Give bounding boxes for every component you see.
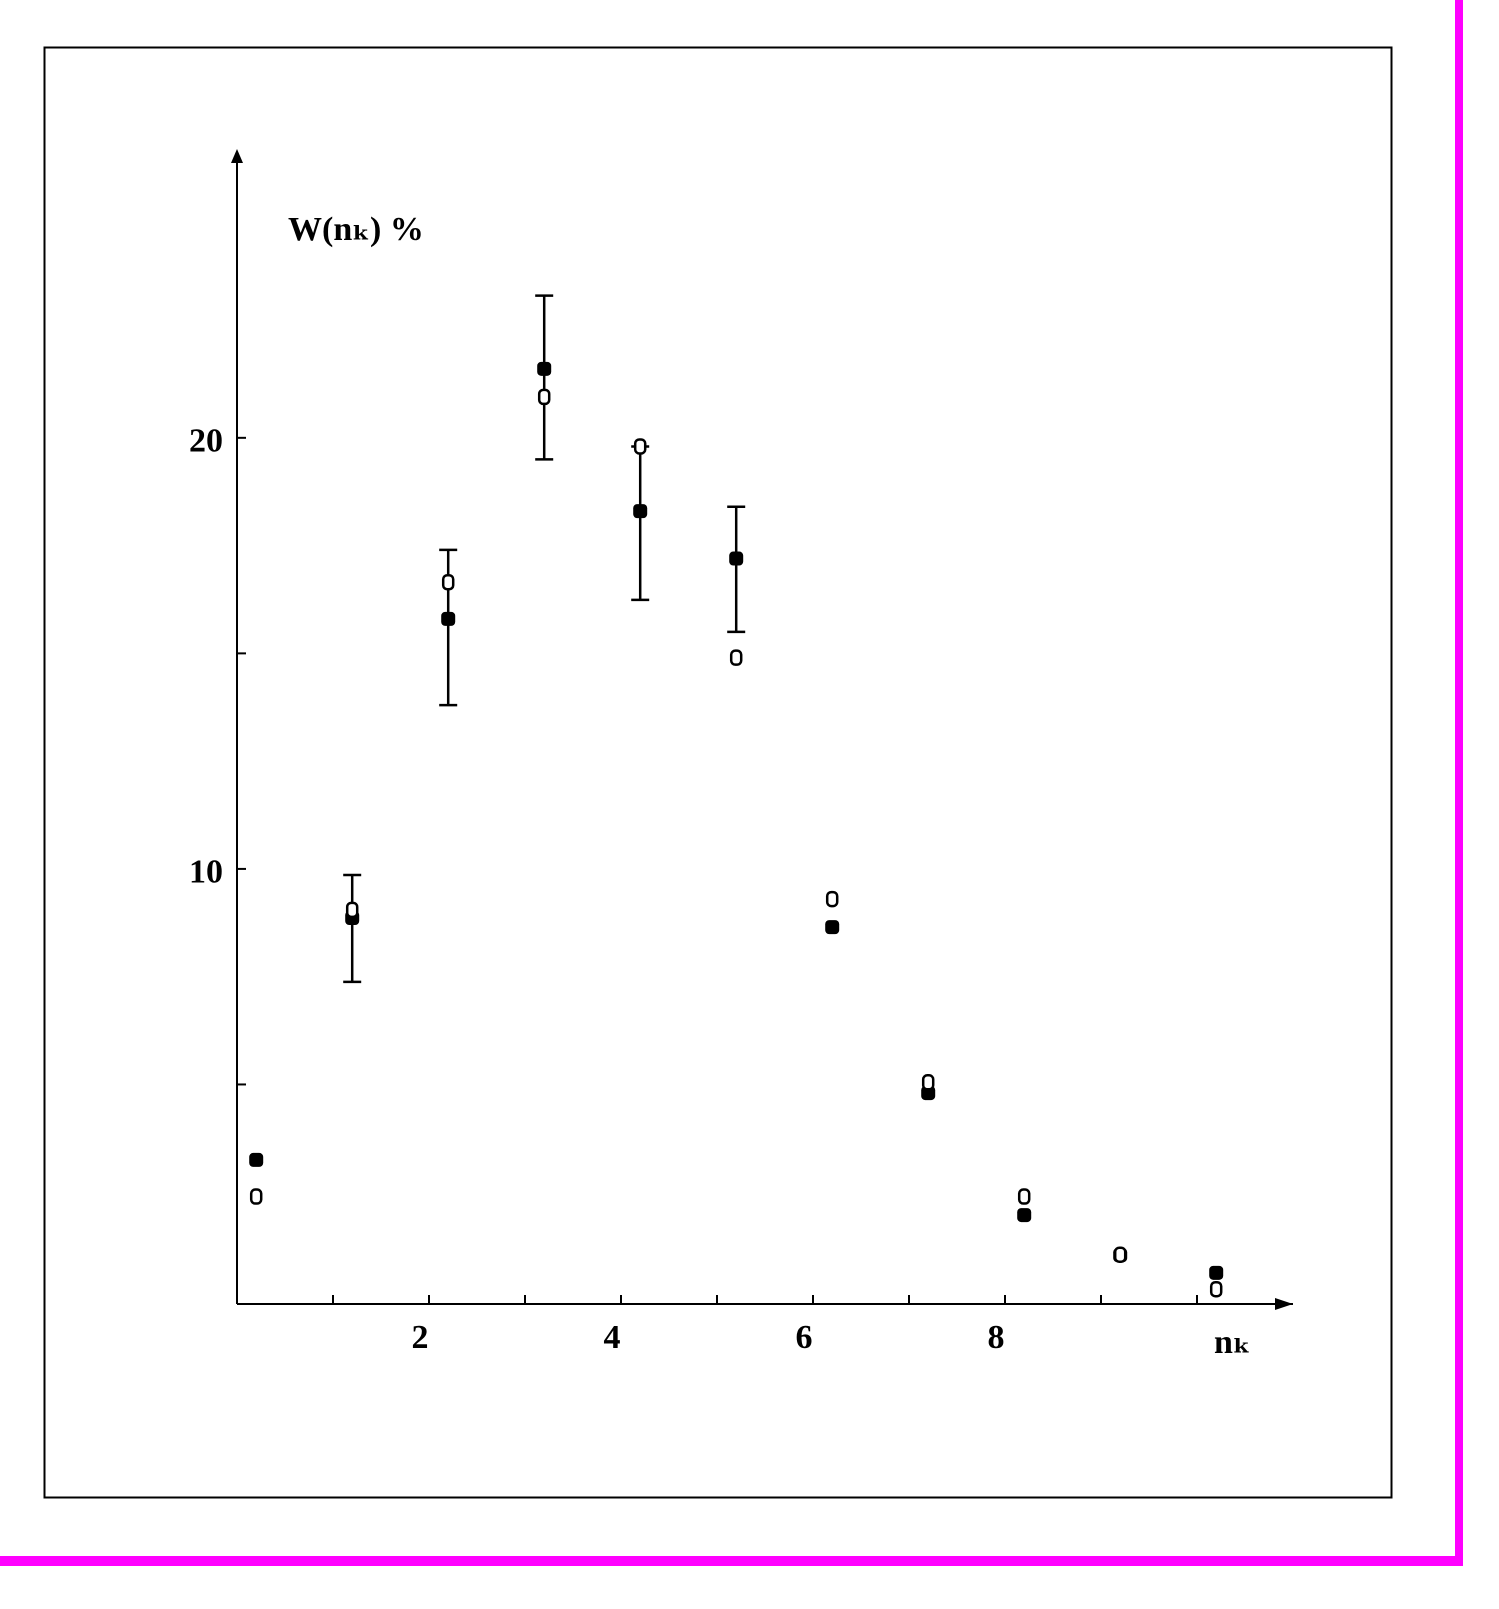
open-point	[1209, 1280, 1223, 1298]
open-point	[1017, 1188, 1031, 1205]
x-axis-arrow	[1275, 1298, 1293, 1310]
x-tick-label: 8	[988, 1319, 1005, 1356]
filled-point	[1017, 1208, 1032, 1223]
filled-point	[537, 361, 552, 376]
x-tick-label: 4	[604, 1319, 621, 1356]
x-tick-label: 6	[796, 1319, 813, 1356]
filled-point	[729, 551, 744, 566]
frame-edge	[0, 1556, 1463, 1566]
error-bar	[343, 873, 362, 984]
y-axis-label: W(nₖ) %	[288, 211, 424, 248]
y-axis-arrow	[231, 149, 243, 163]
filled-point	[1209, 1265, 1224, 1280]
filled-point	[249, 1152, 264, 1167]
filled-point	[825, 920, 840, 935]
error-bar	[727, 505, 746, 634]
open-point	[825, 890, 839, 908]
open-point	[633, 438, 647, 455]
error-bar	[535, 294, 554, 461]
open-point	[729, 649, 743, 666]
open-point	[345, 901, 359, 919]
x-axis-label: nₖ	[1214, 1324, 1251, 1361]
frame-edge	[1455, 0, 1463, 1566]
open-point	[441, 573, 455, 591]
plot-frame	[43, 46, 1393, 1499]
open-point	[537, 388, 551, 406]
filled-point	[441, 611, 456, 626]
filled-point	[633, 504, 648, 519]
y-tick-label: 20	[189, 423, 223, 460]
open-point	[1113, 1246, 1127, 1263]
y-tick-label: 10	[189, 854, 223, 891]
open-point	[921, 1074, 935, 1091]
x-tick-label: 2	[412, 1319, 429, 1356]
open-point	[249, 1188, 263, 1205]
